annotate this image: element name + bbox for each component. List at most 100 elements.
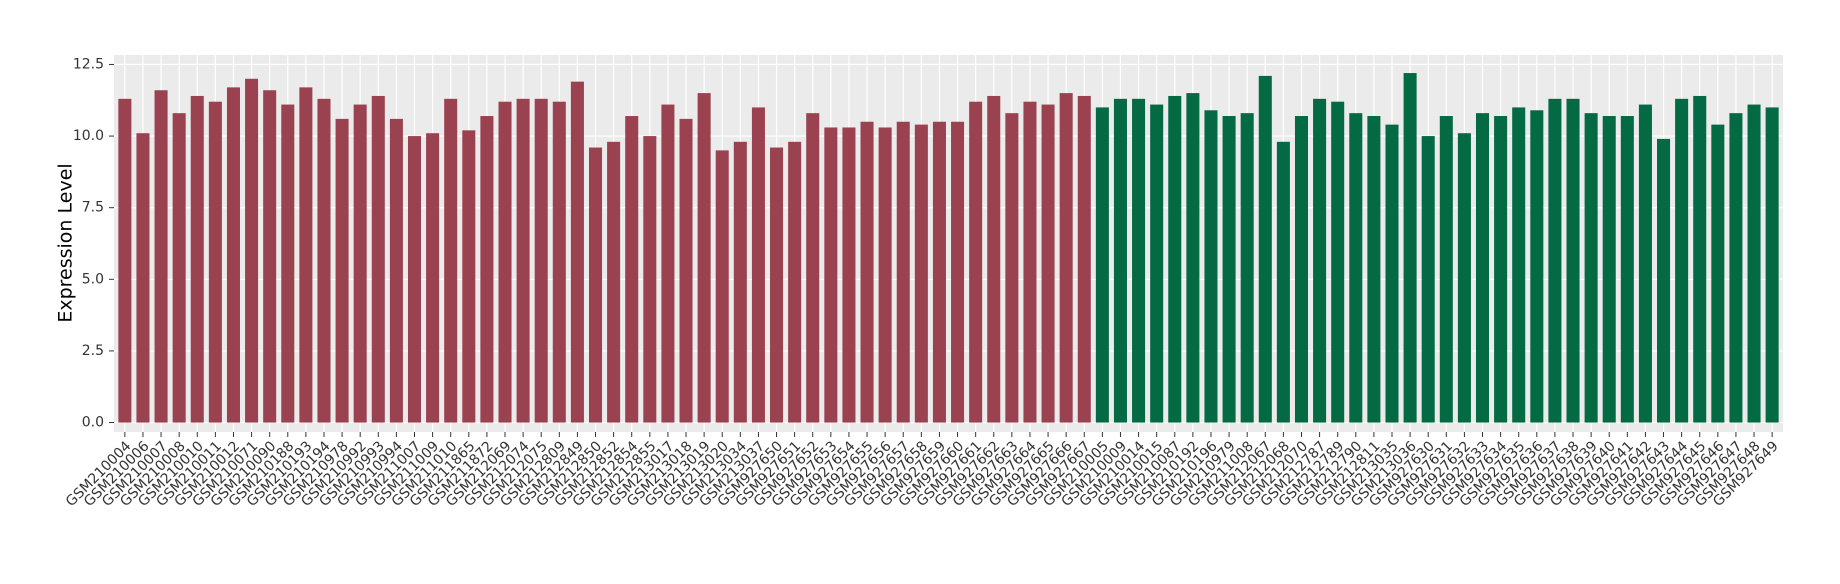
bar xyxy=(1584,113,1598,423)
bar xyxy=(516,98,530,423)
bar xyxy=(1385,124,1399,423)
bar xyxy=(1168,95,1182,423)
bar xyxy=(498,101,512,423)
bar xyxy=(1765,107,1779,423)
bar xyxy=(1313,98,1327,423)
bar xyxy=(1222,116,1236,423)
bar xyxy=(860,121,874,423)
bar xyxy=(806,113,820,423)
bar xyxy=(1566,98,1580,423)
bar xyxy=(969,101,983,423)
bar xyxy=(480,116,494,423)
bar xyxy=(154,90,168,423)
bar xyxy=(1023,101,1037,423)
bar xyxy=(570,81,584,423)
bar xyxy=(1711,124,1725,423)
bar xyxy=(1638,104,1652,423)
bar xyxy=(1150,104,1164,423)
bar xyxy=(1367,116,1381,423)
bar xyxy=(1457,133,1471,423)
bar xyxy=(1620,116,1634,423)
bar xyxy=(697,93,711,423)
bar xyxy=(1693,95,1707,423)
bar xyxy=(245,78,259,423)
bar xyxy=(190,95,204,423)
bar xyxy=(607,141,621,423)
bar xyxy=(878,127,892,423)
bar xyxy=(914,124,928,423)
bar xyxy=(987,95,1001,423)
y-tick-label: 10.0 xyxy=(73,128,104,144)
bar xyxy=(534,98,548,423)
bar xyxy=(661,104,675,423)
bar xyxy=(951,121,965,423)
bar xyxy=(679,118,693,423)
bar xyxy=(371,95,385,423)
bar xyxy=(407,136,422,423)
bar xyxy=(1512,107,1526,423)
bar xyxy=(172,113,186,423)
bar xyxy=(896,121,910,423)
bar xyxy=(136,133,150,423)
bar xyxy=(1657,138,1671,423)
bar xyxy=(335,118,349,423)
bar xyxy=(1747,104,1761,423)
bar xyxy=(788,141,802,423)
bar xyxy=(1475,113,1490,423)
bar xyxy=(588,147,603,423)
bar xyxy=(389,118,403,423)
bar xyxy=(1403,73,1417,423)
bar xyxy=(444,98,458,423)
bar xyxy=(932,121,946,423)
bar xyxy=(824,127,838,423)
bar xyxy=(1077,95,1091,423)
y-axis-title: Expression Level xyxy=(55,163,77,322)
bar xyxy=(715,150,729,423)
bar xyxy=(208,101,222,423)
bar xyxy=(353,104,367,423)
bar xyxy=(1258,75,1272,423)
bar xyxy=(1186,93,1200,423)
bar xyxy=(1204,110,1218,423)
bar xyxy=(625,116,639,423)
bar xyxy=(751,107,765,423)
bar xyxy=(426,133,440,423)
bar xyxy=(770,147,784,423)
bar xyxy=(118,98,132,423)
bar xyxy=(842,127,856,423)
bar xyxy=(1113,98,1127,423)
bar xyxy=(643,136,657,423)
bar xyxy=(1240,113,1254,423)
bar xyxy=(1530,110,1544,423)
bar xyxy=(1349,113,1363,423)
y-tick-label: 7.5 xyxy=(82,200,104,216)
bar xyxy=(1095,107,1109,423)
y-tick-label: 2.5 xyxy=(82,343,104,359)
bar xyxy=(552,101,566,423)
y-tick-label: 12.5 xyxy=(73,56,104,72)
bar xyxy=(1675,98,1689,423)
bar xyxy=(263,90,277,423)
bar xyxy=(281,104,295,423)
bar xyxy=(1494,116,1508,423)
bar xyxy=(462,130,476,423)
bar xyxy=(1041,104,1055,423)
bar xyxy=(1059,93,1073,423)
bar xyxy=(1294,116,1309,423)
bar xyxy=(733,141,747,423)
bar xyxy=(1005,113,1019,423)
bar xyxy=(1548,98,1562,423)
y-tick-label: 0.0 xyxy=(82,415,104,431)
bar xyxy=(317,98,331,423)
bar xyxy=(1729,113,1743,423)
bar xyxy=(1331,101,1345,423)
bar xyxy=(1276,141,1290,423)
bar xyxy=(1602,116,1616,423)
bar xyxy=(1132,98,1146,423)
bar xyxy=(1439,116,1453,423)
bar xyxy=(1421,136,1435,423)
bar xyxy=(226,87,240,423)
y-tick-label: 5.0 xyxy=(82,271,104,287)
bar xyxy=(299,87,313,423)
